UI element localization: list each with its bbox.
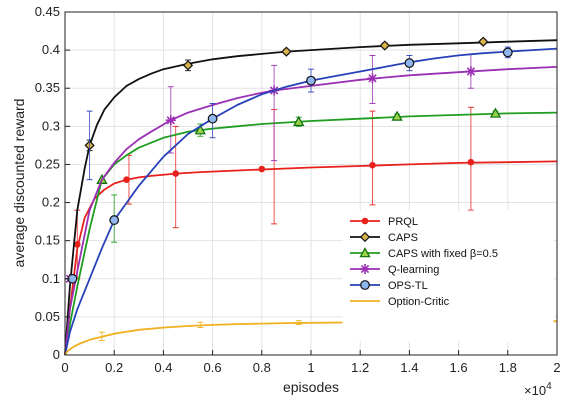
data-point — [293, 115, 305, 127]
data-point — [123, 176, 130, 183]
data-point — [404, 58, 415, 68]
x-axis-multiplier-exponent: 4 — [546, 381, 552, 392]
error-bar — [86, 110, 93, 181]
series-line — [64, 160, 558, 356]
data-point — [258, 165, 266, 173]
error-bar — [172, 125, 179, 229]
series-layer — [64, 36, 558, 356]
y-tick-label: 0.05 — [35, 309, 60, 324]
x-axis-label: episodes — [283, 379, 339, 395]
x-tick-label: 0.4 — [154, 360, 172, 375]
marker-stroke — [466, 67, 476, 76]
x-axis-multiplier: ×104 — [524, 381, 552, 398]
legend-entry: PRQL — [350, 216, 418, 228]
error-bar — [369, 110, 376, 206]
series-0 — [64, 106, 558, 356]
series-4 — [64, 46, 558, 356]
x-tick-label: 1 — [307, 360, 314, 375]
error-bar — [271, 64, 278, 162]
data-point — [489, 107, 502, 118]
x-tick-label: 0.2 — [105, 360, 123, 375]
legend-swatch-marker — [359, 231, 371, 243]
legend-swatch-marker — [361, 217, 369, 225]
data-point — [369, 161, 376, 169]
data-point — [306, 75, 316, 86]
legend-entry: CAPS — [350, 231, 418, 244]
legend-swatch-marker — [359, 247, 371, 258]
data-point — [207, 113, 218, 124]
x-tick-label: 0.6 — [204, 360, 222, 375]
legend-entry: Option-Critic — [350, 296, 450, 308]
series-line — [64, 66, 558, 356]
marker-stroke — [368, 74, 377, 83]
data-point — [281, 46, 292, 57]
legend-label: PRQL — [388, 216, 418, 228]
data-point — [502, 47, 513, 58]
x-tick-label: 0.8 — [253, 360, 271, 375]
series-1 — [64, 36, 558, 356]
x-tick-label: 1.4 — [400, 360, 418, 375]
y-tick-label: 0.2 — [42, 195, 60, 210]
x-tick-label: 1.6 — [450, 360, 468, 375]
data-point — [467, 158, 475, 166]
legend-entry: OPS-TL — [350, 280, 428, 292]
data-point — [194, 124, 206, 135]
data-point — [465, 66, 476, 77]
tick-labels: 0 0.2 0.4 0.6 0.8 1 1.2 1.4 1.6 1.8 2 0 0.05 0.1 0.15 0… — [35, 4, 561, 375]
y-tick-label: 0.15 — [35, 233, 60, 248]
error-bar — [467, 106, 474, 211]
x-tick-label: 2 — [553, 360, 560, 375]
legend-label: CAPS with fixed β=0.5 — [388, 248, 498, 260]
data-point — [165, 115, 176, 126]
series-line — [64, 39, 558, 356]
y-tick-label: 0.1 — [42, 271, 60, 286]
legend-label: CAPS — [388, 232, 418, 244]
legend-swatch-marker — [360, 264, 370, 274]
data-point — [367, 73, 378, 84]
legend-swatch-marker — [360, 280, 370, 290]
data-point — [379, 40, 390, 51]
legend-label: Q-learning — [388, 264, 439, 276]
y-tick-label: 0.45 — [35, 4, 60, 19]
legend-entry: Q-learning — [350, 264, 439, 276]
legend-label: OPS-TL — [388, 280, 428, 292]
data-point — [182, 60, 194, 71]
data-point — [391, 110, 403, 121]
y-tick-label: 0.4 — [42, 42, 60, 57]
data-point — [172, 170, 179, 177]
y-tick-label: 0.35 — [35, 80, 60, 95]
x-tick-label: 1.2 — [351, 360, 369, 375]
y-axis-label: average discounted reward — [11, 99, 27, 268]
x-tick-label: 1.8 — [499, 360, 517, 375]
series-line — [64, 47, 558, 356]
legend-label: Option-Critic — [388, 296, 450, 308]
x-tick-label: 0 — [61, 360, 68, 375]
marker-stroke — [166, 116, 175, 125]
y-tick-label: 0 — [53, 347, 60, 362]
y-tick-label: 0.3 — [42, 118, 60, 133]
legend: PRQL CAPS CAPS with fixed β=0.5 Q-learning O… — [342, 210, 554, 342]
data-point — [74, 241, 81, 248]
data-point — [478, 36, 489, 47]
y-tick-label: 0.25 — [35, 156, 60, 171]
legend-entry: CAPS with fixed β=0.5 — [350, 247, 498, 260]
legend-box — [342, 210, 554, 342]
marker-stroke — [360, 264, 370, 274]
data-point — [109, 215, 120, 225]
x-axis-multiplier-base: ×10 — [524, 383, 546, 398]
